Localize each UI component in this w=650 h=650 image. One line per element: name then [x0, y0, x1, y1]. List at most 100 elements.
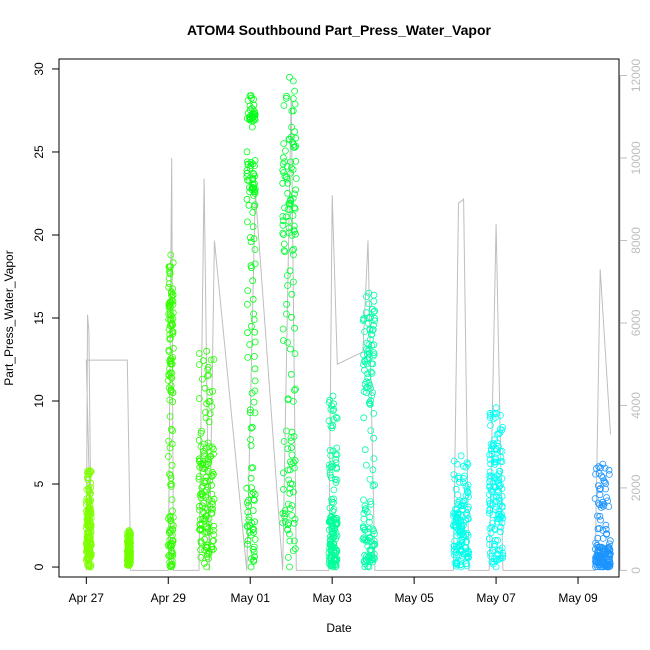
data-point	[208, 490, 216, 498]
data-point	[284, 189, 292, 197]
data-point	[371, 314, 379, 322]
data-point	[292, 385, 299, 393]
data-point	[597, 516, 604, 524]
data-point	[371, 540, 378, 548]
data-point	[370, 554, 378, 561]
data-point	[166, 559, 174, 566]
data-point	[496, 447, 504, 455]
data-point	[367, 368, 375, 376]
data-point	[450, 542, 458, 550]
data-point	[279, 337, 287, 344]
data-point	[599, 554, 606, 562]
data-point	[198, 375, 206, 383]
plot-area: Apr 27 Apr 29 May 01 May 03 May 05 May 07 May …	[32, 58, 643, 605]
data-point	[244, 537, 252, 544]
data-point	[462, 516, 470, 524]
data-point	[602, 525, 610, 533]
data-point	[244, 287, 252, 295]
data-point	[282, 94, 290, 102]
data-point	[247, 442, 255, 450]
data-point	[249, 277, 257, 285]
data-point	[244, 176, 251, 184]
data-point	[166, 470, 173, 478]
data-point	[591, 495, 599, 503]
data-point	[249, 208, 257, 216]
data-point	[600, 544, 608, 552]
data-point	[247, 262, 255, 270]
data-point	[370, 409, 378, 417]
data-point	[209, 500, 217, 508]
data-point	[603, 530, 610, 538]
data-point	[166, 263, 174, 271]
data-point	[332, 535, 340, 543]
data-point	[290, 204, 298, 212]
data-point	[244, 353, 252, 361]
secondary-series-line	[85, 96, 611, 571]
data-point	[485, 509, 493, 517]
data-point	[289, 397, 297, 405]
data-point	[280, 240, 288, 248]
data-point	[326, 446, 334, 454]
data-point	[250, 96, 258, 103]
data-point	[197, 546, 205, 554]
y2-tick-label: 2000	[629, 474, 643, 501]
data-point	[84, 514, 92, 521]
y2-tick-label: 0	[629, 567, 643, 574]
data-point	[496, 500, 504, 508]
data-point	[250, 235, 258, 243]
data-point	[250, 170, 258, 178]
data-point	[370, 455, 378, 463]
data-point	[197, 494, 205, 502]
data-point	[165, 310, 173, 318]
data-point	[169, 427, 176, 435]
data-point	[251, 109, 259, 117]
data-point	[281, 204, 288, 212]
data-point	[83, 548, 90, 556]
data-point	[593, 552, 600, 560]
data-point	[250, 529, 257, 536]
data-point	[451, 475, 459, 483]
data-point	[279, 519, 287, 527]
data-point	[489, 519, 497, 527]
data-point	[494, 556, 501, 564]
y-tick-label: 20	[32, 228, 46, 242]
data-point	[286, 505, 294, 513]
data-point	[166, 513, 174, 521]
data-point	[246, 409, 254, 417]
data-point	[329, 392, 337, 400]
data-point	[290, 488, 297, 496]
data-point	[166, 526, 174, 534]
data-point	[250, 352, 258, 360]
data-point	[195, 395, 203, 402]
data-point	[280, 437, 288, 445]
data-point	[362, 556, 370, 564]
data-point	[454, 491, 462, 499]
data-point	[371, 530, 378, 538]
data-point	[287, 370, 295, 378]
data-point	[251, 491, 259, 498]
data-point	[360, 557, 368, 565]
data-point	[203, 553, 211, 560]
data-point	[279, 229, 287, 237]
data-point	[247, 322, 255, 330]
data-point	[248, 123, 256, 131]
data-point	[487, 411, 494, 419]
y2-tick-label: 4000	[629, 392, 643, 419]
data-point	[289, 166, 297, 174]
data-point	[290, 519, 298, 527]
data-point	[250, 548, 258, 556]
data-point	[328, 424, 336, 432]
data-point	[210, 531, 218, 538]
data-point	[360, 510, 368, 517]
data-point	[329, 527, 336, 535]
data-point	[280, 247, 288, 255]
data-point	[371, 481, 379, 489]
data-point	[166, 413, 174, 420]
data-point	[168, 297, 176, 305]
data-point	[287, 196, 294, 204]
data-point	[599, 498, 606, 506]
data-point	[464, 550, 472, 558]
data-point	[287, 169, 295, 177]
data-point	[487, 422, 494, 429]
data-point	[457, 563, 465, 571]
